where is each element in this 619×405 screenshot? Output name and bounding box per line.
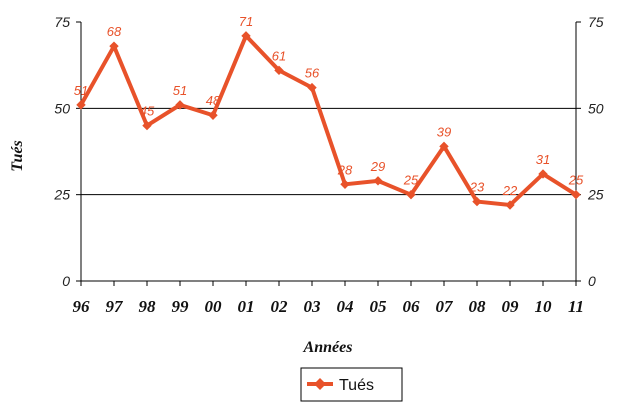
x-tick-08: 08	[469, 297, 487, 316]
data-point	[571, 189, 581, 200]
y-axis-right-ticks: 0 25 50 75	[576, 14, 604, 289]
data-point	[208, 110, 218, 120]
x-tick-09: 09	[502, 297, 520, 316]
x-tick-02: 02	[271, 297, 289, 316]
data-point	[142, 120, 152, 131]
y-tick-right-0: 0	[588, 273, 596, 289]
legend-label: Tués	[339, 377, 374, 394]
data-label: 29	[370, 159, 385, 174]
y-tick-right-75: 75	[588, 14, 604, 30]
x-tick-98: 98	[139, 297, 157, 316]
x-tick-10: 10	[535, 297, 553, 316]
plot-frame	[80, 22, 577, 282]
x-axis-ticks: 96 97 98 99 00 01 02 03 04 05 06 07 08 09 10 11	[73, 281, 584, 316]
y-tick-left-0: 0	[62, 273, 70, 289]
data-point	[76, 100, 86, 110]
data-point	[241, 31, 251, 41]
data-label: 25	[403, 173, 419, 188]
data-label: 28	[337, 162, 353, 177]
data-point	[439, 141, 449, 152]
y-tick-left-50: 50	[54, 100, 70, 116]
legend-swatch-marker	[314, 378, 326, 390]
data-label: 22	[502, 183, 518, 198]
data-point	[538, 169, 548, 179]
data-label: 23	[469, 180, 485, 195]
data-label: 39	[437, 124, 451, 139]
data-label: 51	[173, 83, 187, 98]
data-label: 71	[239, 14, 253, 29]
data-point	[406, 189, 416, 200]
data-point	[175, 100, 185, 110]
data-point	[472, 196, 482, 207]
x-tick-00: 00	[205, 297, 223, 316]
x-tick-05: 05	[370, 297, 388, 316]
data-labels: 51 68 45 51 48 71 61 56 28 29 25 39 23 22 31 25	[74, 14, 584, 198]
data-label: 56	[305, 66, 320, 81]
legend: Tués	[300, 367, 403, 402]
x-tick-99: 99	[172, 297, 190, 316]
y-tick-right-50: 50	[588, 100, 604, 116]
data-label: 68	[107, 24, 122, 39]
y-axis-left-ticks: 0 25 50 75	[53, 14, 81, 289]
data-label: 48	[206, 93, 221, 108]
data-point	[505, 200, 515, 210]
series-tues	[76, 31, 581, 210]
y-axis-title: Tués	[9, 140, 26, 171]
x-tick-11: 11	[568, 297, 584, 316]
x-tick-96: 96	[73, 297, 91, 316]
series-line-tues	[79, 33, 578, 208]
data-label: 61	[272, 48, 286, 63]
data-point	[109, 41, 119, 51]
data-point	[307, 82, 317, 93]
x-tick-06: 06	[403, 297, 421, 316]
x-tick-07: 07	[436, 297, 455, 316]
data-label: 51	[74, 83, 88, 98]
data-label: 25	[568, 173, 584, 188]
data-label: 45	[140, 104, 155, 119]
y-tick-left-25: 25	[53, 187, 70, 203]
data-point	[373, 176, 383, 186]
y-tick-right-25: 25	[587, 187, 604, 203]
x-axis-title: Années	[303, 339, 353, 356]
y-tick-left-75: 75	[54, 14, 70, 30]
data-label: 31	[536, 152, 550, 167]
x-tick-97: 97	[106, 297, 125, 316]
x-tick-01: 01	[238, 297, 255, 316]
data-point	[274, 65, 284, 76]
x-tick-04: 04	[337, 297, 354, 316]
grid-lines	[81, 107, 576, 196]
data-point	[340, 179, 350, 190]
x-tick-03: 03	[304, 297, 322, 316]
